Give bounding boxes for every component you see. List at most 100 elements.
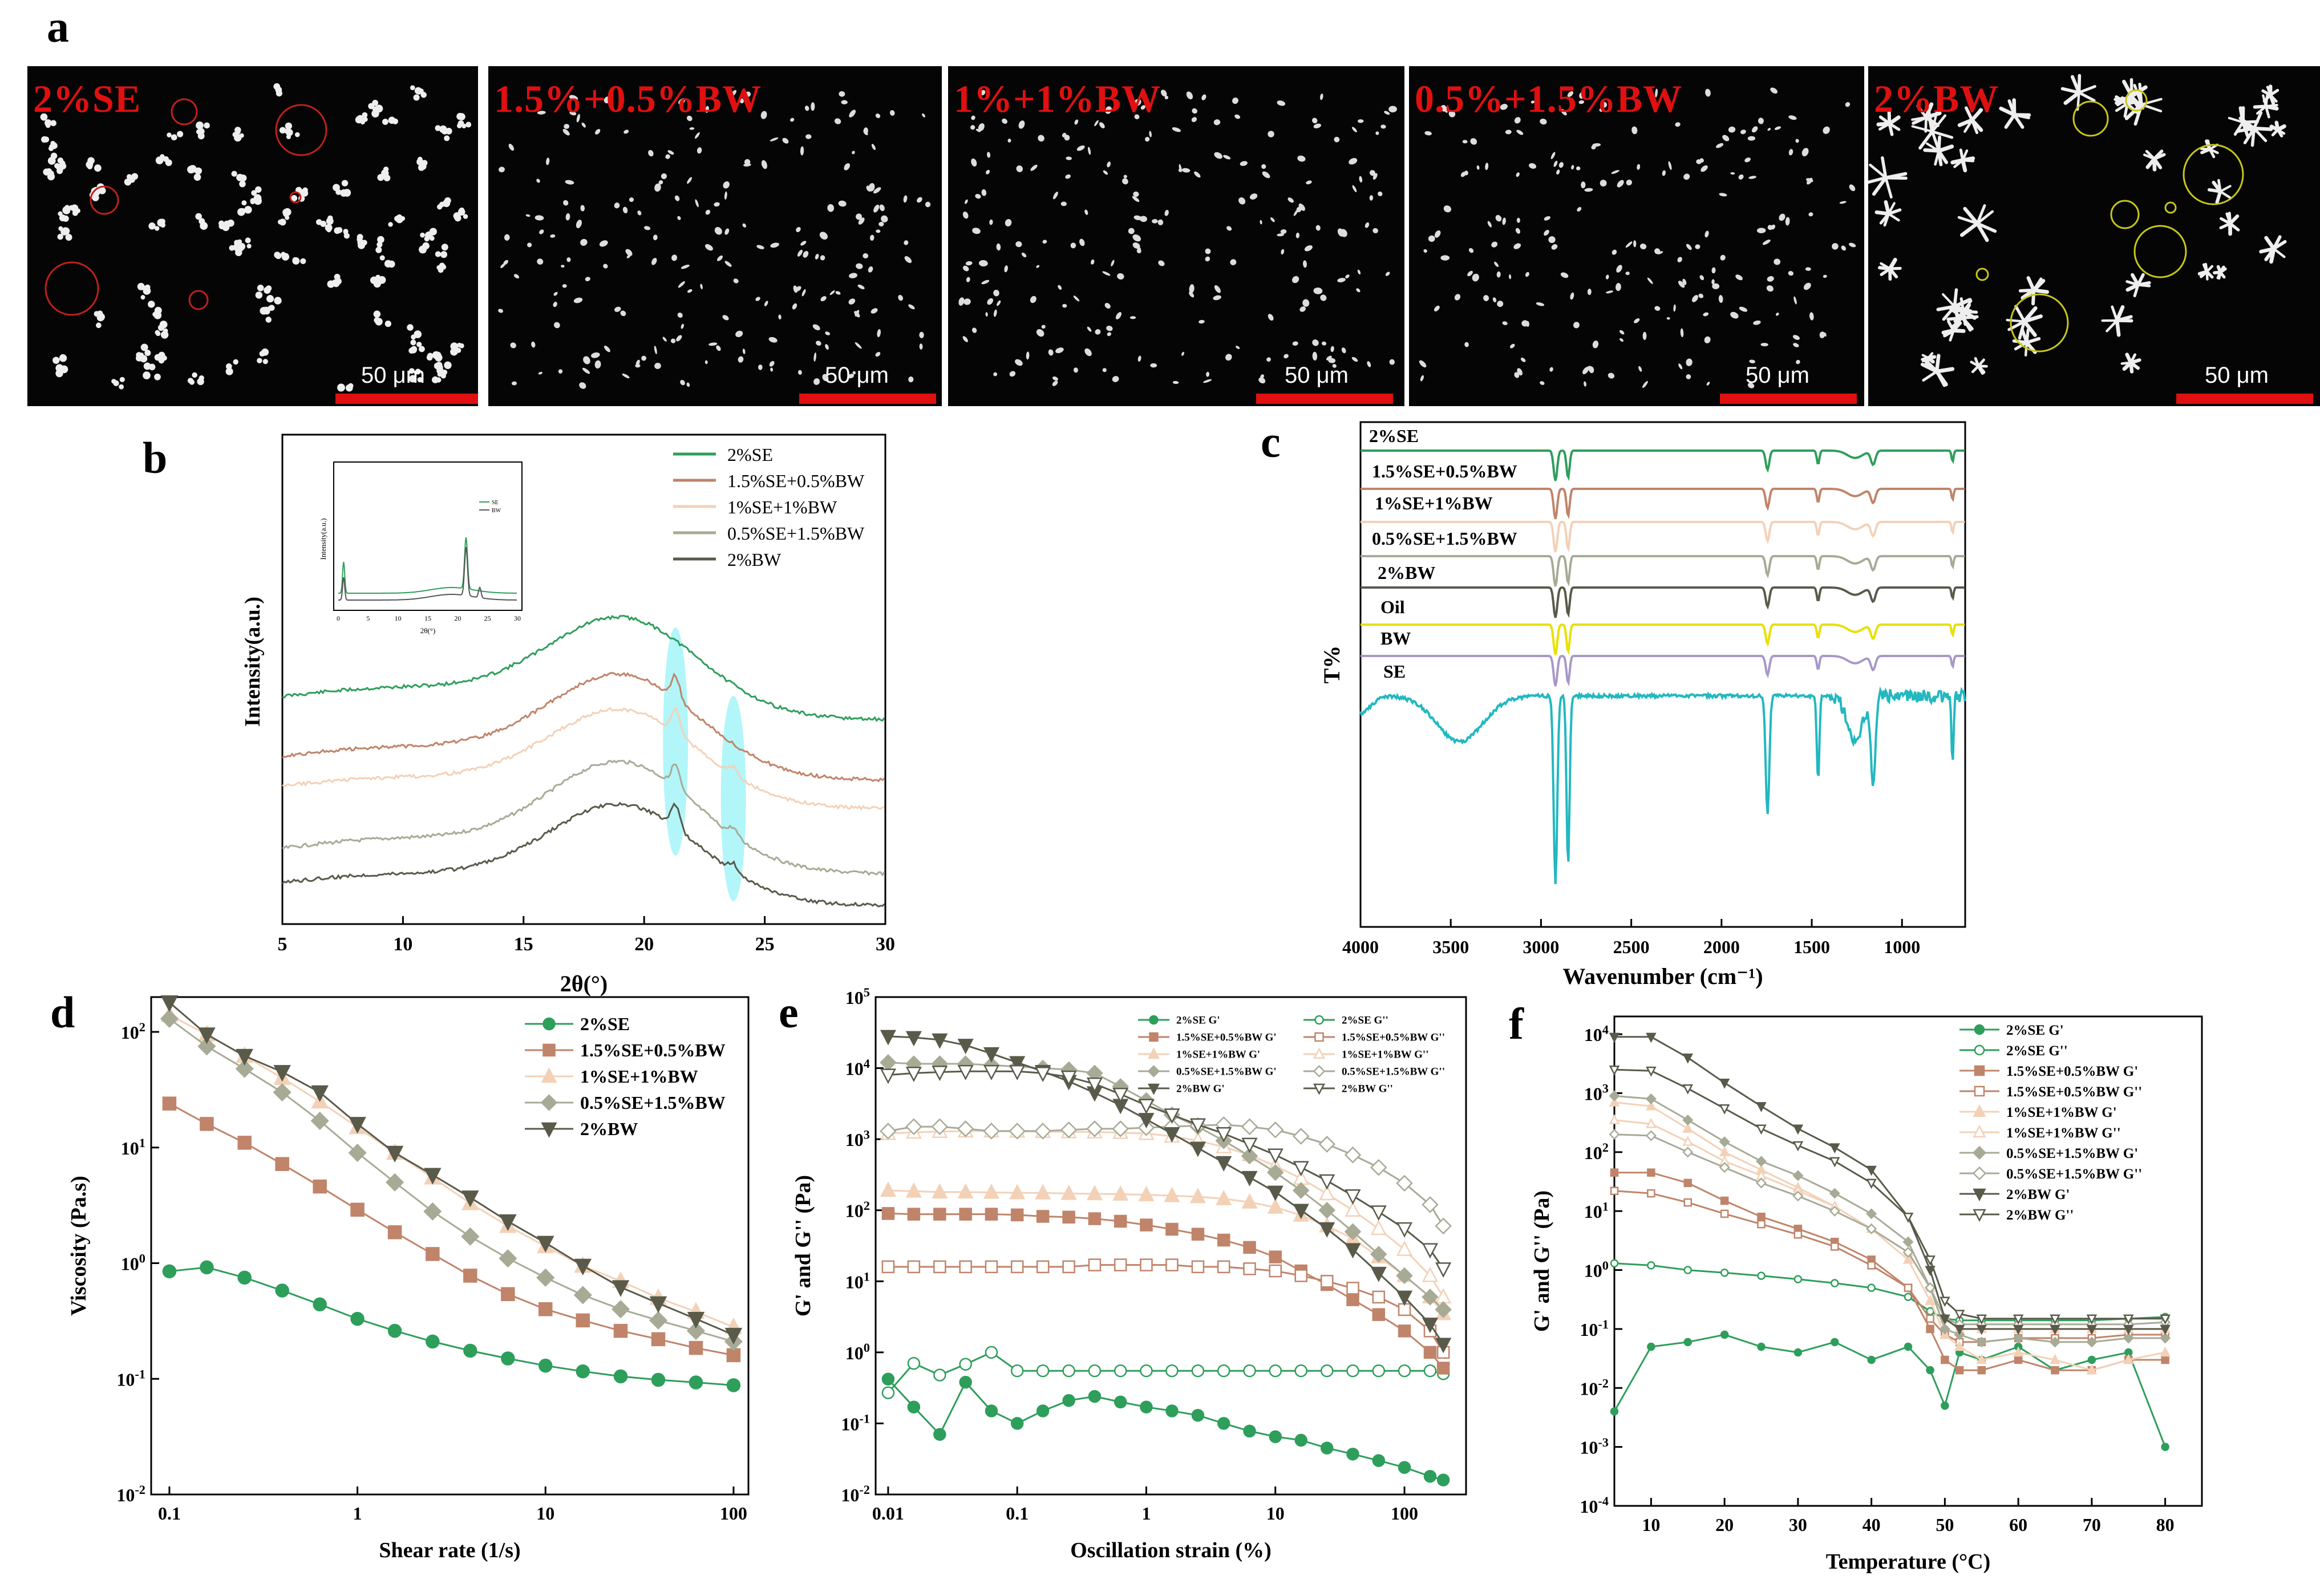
data-point <box>905 1055 922 1072</box>
crystal <box>796 227 801 233</box>
data-point <box>1720 1269 1729 1277</box>
data-point <box>349 1117 366 1135</box>
crystal <box>1505 129 1512 135</box>
data-point <box>1112 1120 1129 1137</box>
crystal <box>1616 265 1622 273</box>
crystal <box>819 232 828 240</box>
inset-line <box>338 537 517 594</box>
crystal <box>1102 368 1107 372</box>
x-axis-label: Temperature (°C) <box>1826 1550 1991 1574</box>
legend-label: 2%SE G' <box>1176 1015 1220 1027</box>
data-point <box>2014 1342 2023 1351</box>
crystal <box>2014 305 2026 323</box>
crystal <box>2115 305 2125 323</box>
crystal <box>1647 277 1653 284</box>
data-point <box>1086 1086 1103 1102</box>
data-point <box>1682 1115 1694 1126</box>
crystal <box>1214 285 1221 293</box>
crystal <box>1388 106 1397 113</box>
crystal <box>1795 139 1799 143</box>
data-point <box>1313 1083 1325 1095</box>
crystal <box>1385 272 1390 276</box>
crystal <box>239 246 244 252</box>
data-point <box>2050 1314 2060 1325</box>
data-point <box>880 1181 896 1197</box>
crystal <box>1551 244 1558 250</box>
panel-label-c: c <box>1261 417 1281 467</box>
crystal <box>981 279 990 285</box>
crystal <box>1349 158 1358 165</box>
crystal <box>981 189 987 196</box>
crystal <box>1793 296 1797 305</box>
crystal <box>724 261 732 267</box>
scale-bar <box>2176 394 2313 404</box>
crystal <box>1111 260 1115 266</box>
crystal <box>388 222 393 227</box>
crystal <box>566 257 571 262</box>
y-tick-label: 101 <box>1584 1199 1609 1222</box>
crystal <box>148 363 156 371</box>
data-point <box>985 1260 998 1274</box>
crystal <box>604 96 612 104</box>
data-point <box>1215 1116 1232 1133</box>
crystal <box>1483 295 1489 301</box>
data-point <box>1010 1417 1024 1430</box>
crystal <box>758 364 763 370</box>
data-point <box>2086 1314 2098 1325</box>
crystal <box>1164 95 1169 100</box>
crystal <box>1975 221 1989 242</box>
xrd-series-line <box>281 801 885 908</box>
data-point <box>1831 1338 1839 1347</box>
data-point <box>540 1094 558 1111</box>
data-point <box>1683 1338 1692 1347</box>
data-point <box>1217 1233 1230 1247</box>
crystal <box>1357 119 1364 123</box>
data-point <box>1792 1141 1804 1152</box>
data-point <box>1086 1123 1103 1139</box>
y-tick-label: 10-4 <box>1580 1494 1609 1517</box>
y-tick-label: 10-1 <box>1580 1317 1609 1340</box>
series-0-5-se-1-5-bw-g- <box>1609 1090 2171 1348</box>
data-point <box>160 1009 179 1028</box>
data-point <box>1086 1120 1103 1137</box>
crystal <box>2241 120 2249 138</box>
data-point <box>501 1351 515 1366</box>
crystal <box>863 253 869 258</box>
data-point <box>726 1378 741 1392</box>
legend-label: 1.5%SE+0.5%BW G' <box>1176 1032 1277 1044</box>
crystal <box>1601 102 1608 108</box>
data-point <box>983 1123 1000 1140</box>
data-point <box>386 1173 404 1192</box>
crystal <box>2129 358 2141 364</box>
peak-highlight <box>663 627 689 856</box>
crystal <box>336 227 343 233</box>
crystal <box>1516 217 1520 223</box>
data-point <box>1370 1246 1387 1263</box>
data-point <box>387 1323 402 1338</box>
crystal <box>457 123 462 128</box>
crystal <box>2031 279 2046 293</box>
data-point <box>1719 1155 1730 1166</box>
data-point <box>1756 1102 1767 1112</box>
crystal <box>1655 88 1658 98</box>
data-point <box>1396 1222 1413 1238</box>
crystal <box>569 95 578 101</box>
crystal <box>1953 298 1972 309</box>
crystal <box>908 376 914 383</box>
crystal <box>1487 221 1492 228</box>
crystal <box>1186 91 1193 100</box>
crystal <box>409 375 417 383</box>
crystal <box>1525 272 1529 277</box>
crystal <box>513 274 520 279</box>
crystal <box>963 298 971 305</box>
legend-label: 0.5%SE+1.5%BW G' <box>1176 1066 1277 1078</box>
crystal <box>970 125 975 130</box>
series-line <box>887 1351 1444 1394</box>
crystal <box>1150 363 1157 368</box>
crystal <box>255 186 262 193</box>
data-point <box>574 1258 592 1276</box>
crystal <box>1706 382 1710 386</box>
crystal <box>1637 164 1641 170</box>
crystal <box>1038 135 1044 142</box>
crystal <box>760 111 767 119</box>
